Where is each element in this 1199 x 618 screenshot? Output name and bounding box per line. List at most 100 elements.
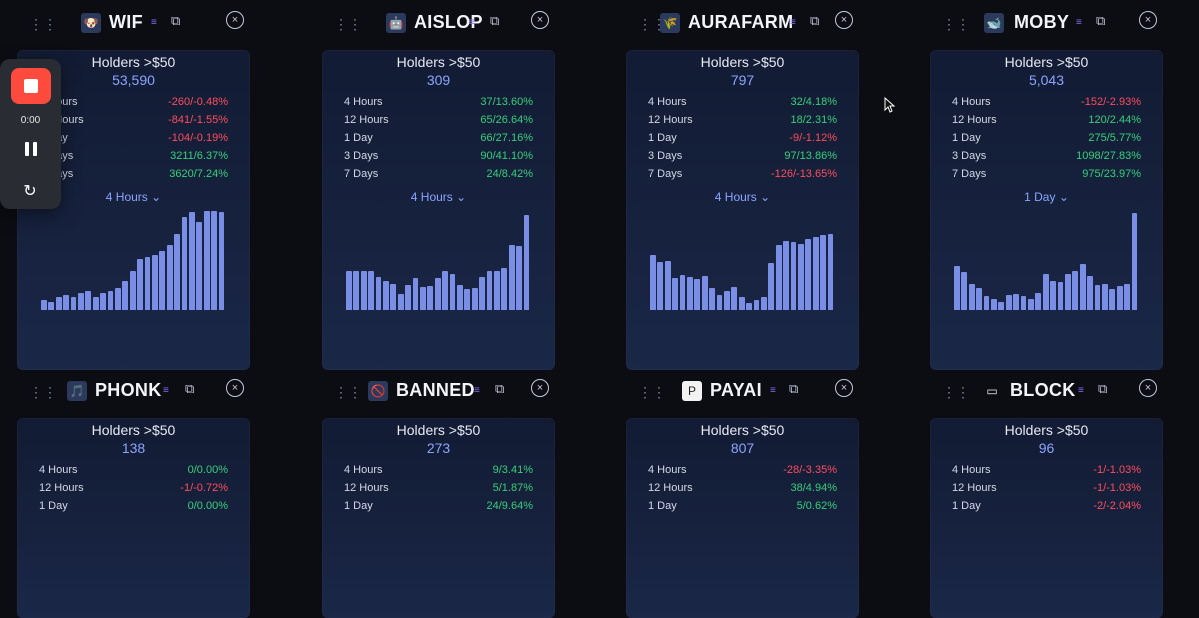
copy-icon[interactable]: ⧉ [185, 381, 195, 396]
interval-dropdown[interactable]: 4 Hours ⌄ [626, 190, 859, 204]
metric-label: 12 Hours [648, 114, 693, 126]
metric-value: 90/41.10% [480, 150, 533, 162]
chart-bar [189, 212, 195, 310]
menu-icon[interactable]: ≡ [151, 17, 157, 28]
menu-icon[interactable]: ≡ [790, 17, 796, 28]
metric-label: 1 Day [648, 500, 677, 512]
drag-handle-icon[interactable]: ⋮⋮ [29, 16, 57, 32]
copy-icon[interactable]: ⧉ [171, 13, 181, 28]
chart-bar [746, 303, 753, 310]
copy-icon[interactable]: ⧉ [1096, 13, 1106, 28]
close-icon[interactable]: × [226, 11, 244, 29]
chevron-down-icon: ⌄ [456, 190, 467, 204]
metrics-table: 4 Hours -1/-1.03% 12 Hours -1/-1.03% 1 Day… [930, 464, 1163, 518]
token-symbol: AURAFARM [688, 12, 794, 32]
chart-bar [761, 297, 767, 310]
holders-title: Holders >$50 [1004, 54, 1089, 70]
metrics-table: 4 Hours 9/3.41% 12 Hours 5/1.87% 1 Day 24/9… [322, 464, 555, 518]
chart-bar [78, 293, 84, 310]
chart-bar [48, 302, 55, 310]
metric-row: 1 Day 0/0.00% [17, 500, 250, 518]
card-header: ⋮⋮ 🐶 WIF ≡ ⧉ × [17, 10, 250, 40]
drag-handle-icon[interactable]: ⋮⋮ [638, 16, 666, 32]
copy-icon[interactable]: ⧉ [490, 13, 500, 28]
chart-bar [1102, 284, 1108, 310]
menu-icon[interactable]: ≡ [469, 17, 475, 28]
metric-label: 3 Days [952, 150, 987, 162]
chart-bar [63, 295, 70, 310]
close-icon[interactable]: × [1139, 379, 1157, 397]
close-icon[interactable]: × [226, 379, 244, 397]
metric-row: 7 Days -126/-13.65% [626, 168, 859, 186]
chart-bar [724, 291, 730, 310]
restart-icon[interactable]: ↻ [23, 183, 37, 200]
token-symbol: BANNED [396, 380, 475, 400]
chart-bar [516, 246, 523, 310]
metric-value: 9/3.41% [492, 464, 533, 476]
metric-row: 3 Days 1098/27.83% [930, 150, 1163, 168]
metric-label: 4 Hours [344, 464, 383, 476]
metric-value: 1098/27.83% [1076, 150, 1141, 162]
holders-bar-chart [650, 210, 835, 310]
menu-icon[interactable]: ≡ [1078, 385, 1084, 396]
metric-value: -1/-1.03% [1093, 482, 1141, 494]
chart-bar [694, 279, 701, 310]
copy-icon[interactable]: ⧉ [495, 381, 505, 396]
metric-label: 12 Hours [952, 482, 997, 494]
menu-icon[interactable]: ≡ [1076, 17, 1082, 28]
metric-value: 5/1.87% [492, 482, 533, 494]
holders-value: 273 [426, 440, 451, 456]
metric-value: -28/-3.35% [783, 464, 837, 476]
menu-icon[interactable]: ≡ [163, 385, 169, 396]
chart-bar [129, 271, 136, 310]
chart-bar [100, 293, 107, 310]
holders-title: Holders >$50 [91, 54, 176, 70]
metric-value: -2/-2.04% [1093, 500, 1141, 512]
close-icon[interactable]: × [835, 11, 853, 29]
copy-icon[interactable]: ⧉ [789, 381, 799, 396]
chart-bar [144, 257, 151, 310]
drag-handle-icon[interactable]: ⋮⋮ [334, 16, 362, 32]
drag-handle-icon[interactable]: ⋮⋮ [29, 384, 57, 400]
card-header: ⋮⋮ 🤖 AISLOP ≡ ⧉ × [322, 10, 555, 40]
chart-bar [412, 278, 419, 310]
token-card-block: ⋮⋮ ▭ BLOCK ≡ ⧉ × Holders >$50 96 4 Hours… [930, 379, 1163, 618]
token-symbol: PHONK [95, 380, 162, 400]
metric-label: 4 Hours [952, 464, 991, 476]
holders-value: 53,590 [112, 72, 155, 88]
drag-handle-icon[interactable]: ⋮⋮ [942, 16, 970, 32]
interval-dropdown[interactable]: 1 Day ⌄ [930, 190, 1163, 204]
chart-bar [783, 241, 790, 310]
close-icon[interactable]: × [531, 11, 549, 29]
close-icon[interactable]: × [835, 379, 853, 397]
metric-value: 38/4.94% [790, 482, 837, 494]
close-icon[interactable]: × [1139, 11, 1157, 29]
metric-row: 4 Hours -1/-1.03% [930, 464, 1163, 482]
drag-handle-icon[interactable]: ⋮⋮ [638, 384, 666, 400]
menu-icon[interactable]: ≡ [770, 385, 776, 396]
stop-recording-button[interactable] [11, 68, 51, 104]
metric-label: 4 Hours [39, 464, 78, 476]
metrics-table: 4 Hours -28/-3.35% 12 Hours 38/4.94% 1 Day… [626, 464, 859, 518]
chart-bar [1028, 299, 1034, 310]
chart-bar [716, 295, 723, 310]
token-card-phonk: ⋮⋮ 🎵 PHONK ≡ ⧉ × Holders >$50 138 4 Hour… [17, 379, 250, 618]
metric-row: 4 Hours 0/0.00% [17, 464, 250, 482]
close-icon[interactable]: × [531, 379, 549, 397]
drag-handle-icon[interactable]: ⋮⋮ [942, 384, 970, 400]
copy-icon[interactable]: ⧉ [810, 13, 820, 28]
copy-icon[interactable]: ⧉ [1098, 381, 1108, 396]
metric-value: 24/9.64% [486, 500, 533, 512]
holders-title: Holders >$50 [396, 54, 481, 70]
holders-value: 807 [730, 440, 755, 456]
metric-row: 1 Day 24/9.64% [322, 500, 555, 518]
interval-dropdown[interactable]: 4 Hours ⌄ [322, 190, 555, 204]
chevron-down-icon: ⌄ [1058, 190, 1069, 204]
metric-label: 12 Hours [952, 114, 997, 126]
holders-title: Holders >$50 [1004, 422, 1089, 438]
interval-dropdown[interactable]: 4 Hours ⌄ [17, 190, 250, 204]
drag-handle-icon[interactable]: ⋮⋮ [334, 384, 362, 400]
pause-icon[interactable] [25, 142, 37, 156]
menu-icon[interactable]: ≡ [474, 385, 480, 396]
chevron-down-icon: ⌄ [760, 190, 771, 204]
